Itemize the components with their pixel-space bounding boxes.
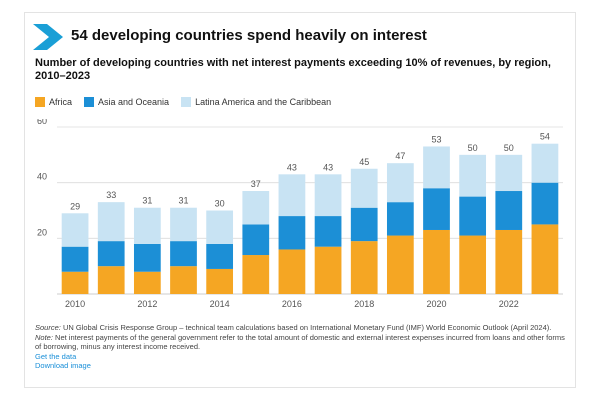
bar-asia-and-oceania-2019 [386,202,414,236]
bar-asia-and-oceania-2022 [495,191,523,230]
total-label-2020: 53 [431,134,441,144]
x-tick-label-2012: 2012 [137,299,157,309]
chart-card: 54 developing countries spend heavily on… [24,12,576,388]
bar-latina-america-and-the-caribbean-2021 [459,154,487,197]
bar-latina-america-and-the-caribbean-2011 [97,202,125,242]
bar-africa-2016 [278,249,306,294]
bar-asia-and-oceania-2015 [242,224,270,256]
bar-asia-and-oceania-2014 [206,243,234,269]
bar-asia-and-oceania-2011 [97,241,125,267]
note-text: Net interest payments of the general gov… [35,332,565,352]
total-label-2014: 30 [215,199,225,209]
bar-africa-2013 [170,266,197,294]
legend-label-asia: Asia and Oceania [98,97,170,107]
total-label-2017: 43 [323,162,333,172]
bar-latina-america-and-the-caribbean-2017 [314,174,342,217]
bar-asia-and-oceania-2010 [61,246,89,272]
bar-latina-america-and-the-caribbean-2010 [61,213,89,247]
bar-africa-2010 [61,271,89,294]
total-label-2016: 43 [287,162,297,172]
bar-africa-2011 [97,266,125,294]
legend-item-asia: Asia and Oceania [84,97,169,107]
total-label-2010: 29 [70,201,80,211]
x-tick-label-2022: 2022 [499,299,519,309]
bar-latina-america-and-the-caribbean-2023 [531,143,559,183]
download-image-link[interactable]: Download image [35,361,91,370]
x-tick-label-2014: 2014 [210,299,230,309]
note-lead: Note: [35,332,53,342]
legend-label-africa: Africa [49,97,73,107]
source-note: Source: UN Global Crisis Response Group … [35,323,567,333]
bar-latina-america-and-the-caribbean-2020 [423,146,450,189]
chevron-logo-icon [33,24,63,50]
x-tick-label-2016: 2016 [282,299,302,309]
bar-asia-and-oceania-2020 [423,188,450,230]
legend-item-latam: Latina America and the Caribbean [181,97,331,107]
bar-africa-2019 [386,235,414,294]
chart-subtitle: Number of developing countries with net … [35,57,551,82]
source-text: UN Global Crisis Response Group – techni… [60,323,552,332]
total-label-2022: 50 [504,143,514,153]
legend-item-africa: Africa [35,97,72,107]
x-tick-label-2020: 2020 [426,299,446,309]
y-tick-label-20: 20 [37,227,47,237]
x-tick-label-2018: 2018 [354,299,374,309]
get-data-link[interactable]: Get the data [35,351,77,361]
y-tick-label-40: 40 [37,172,47,182]
bar-asia-and-oceania-2013 [170,241,197,267]
source-lead: Source: [35,323,61,332]
bar-asia-and-oceania-2023 [531,182,559,225]
x-tick-label-2010: 2010 [65,299,85,309]
bar-asia-and-oceania-2016 [278,216,306,250]
legend-label-latam: Latina America and the Caribbean [195,97,332,107]
bar-latina-america-and-the-caribbean-2014 [206,210,234,244]
legend-swatch-latam [181,97,192,107]
chart-header: 54 developing countries spend heavily on… [33,21,563,51]
bar-africa-2012 [133,271,161,294]
bar-asia-and-oceania-2012 [133,243,161,272]
bar-latina-america-and-the-caribbean-2019 [386,163,414,203]
bar-asia-and-oceania-2021 [459,196,487,236]
bar-africa-2014 [206,268,234,294]
bar-asia-and-oceania-2018 [350,207,378,242]
bar-africa-2021 [459,235,487,294]
bar-asia-and-oceania-2017 [314,216,342,247]
y-tick-label-60: 60 [37,119,47,126]
total-label-2013: 31 [178,196,188,206]
bar-latina-america-and-the-caribbean-2015 [242,191,270,225]
total-label-2021: 50 [468,143,478,153]
total-label-2019: 47 [395,151,405,161]
chart-legend: Africa Asia and Oceania Latina America a… [35,95,343,109]
total-label-2015: 37 [251,179,261,189]
bar-africa-2023 [531,224,559,294]
total-label-2011: 33 [106,190,116,200]
chart-footer: Source: UN Global Crisis Response Group … [35,323,567,371]
bar-latina-america-and-the-caribbean-2012 [133,207,161,244]
bar-latina-america-and-the-caribbean-2018 [350,168,378,208]
bar-africa-2015 [242,255,270,294]
stacked-bar-chart: 20 40 60 29 2010 33 31 2012 31 30 2014 37 43 2016 43 45… [37,119,563,309]
bar-africa-2017 [314,246,342,294]
bar-latina-america-and-the-caribbean-2013 [170,207,197,242]
legend-swatch-asia [84,97,95,107]
legend-swatch-africa [35,97,45,107]
total-label-2023: 54 [540,132,550,142]
total-label-2018: 45 [359,157,369,167]
total-label-2012: 31 [142,196,152,206]
bar-africa-2020 [423,229,450,294]
bar-latina-america-and-the-caribbean-2022 [495,154,523,192]
bar-africa-2022 [495,229,523,294]
chart-title: 54 developing countries spend heavily on… [71,27,427,44]
bar-africa-2018 [350,241,378,294]
bar-latina-america-and-the-caribbean-2016 [278,174,306,217]
definition-note: Note: Net interest payments of the gener… [35,333,567,352]
